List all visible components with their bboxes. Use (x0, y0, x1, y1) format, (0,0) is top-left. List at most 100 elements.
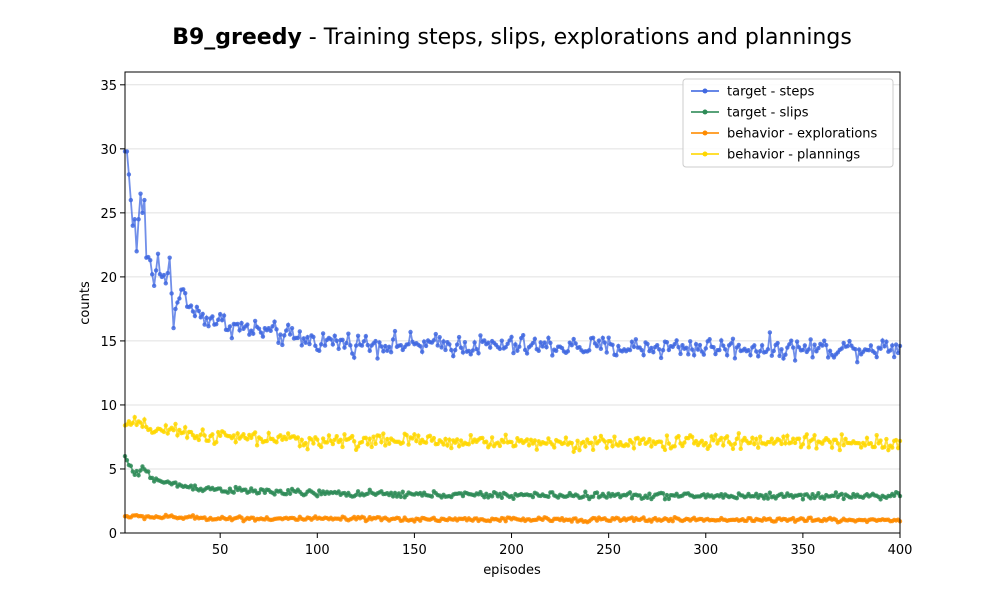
data-point (149, 475, 155, 481)
data-point (466, 348, 471, 354)
data-point (317, 488, 322, 493)
data-point (800, 497, 806, 502)
data-point (719, 338, 724, 343)
data-point (573, 341, 578, 346)
data-point (891, 354, 897, 360)
data-point (503, 432, 508, 437)
data-point (790, 436, 796, 441)
data-point (827, 348, 833, 354)
data-point (767, 490, 773, 495)
data-point (355, 489, 361, 494)
data-point (703, 440, 708, 446)
data-point (849, 495, 854, 500)
data-point (423, 343, 429, 349)
data-point (866, 347, 872, 353)
data-point (590, 335, 596, 340)
data-point (392, 490, 398, 496)
data-point (194, 433, 200, 439)
data-point (689, 434, 695, 440)
data-point (680, 343, 685, 348)
data-point (598, 433, 604, 439)
data-point (750, 435, 755, 440)
data-point (458, 345, 464, 350)
data-point (790, 345, 796, 350)
data-point (173, 306, 178, 312)
data-point (839, 346, 844, 351)
data-point (375, 356, 380, 361)
data-point (350, 351, 355, 356)
data-point (672, 444, 677, 449)
data-point (334, 433, 339, 439)
data-point (274, 327, 279, 332)
data-point (590, 447, 596, 453)
data-point (874, 354, 879, 360)
data-point (649, 444, 654, 449)
data-point (606, 335, 611, 340)
data-point (616, 491, 621, 497)
legend-label: behavior - explorations (727, 127, 878, 142)
data-point (587, 348, 592, 353)
data-point (868, 441, 874, 446)
data-point (699, 438, 705, 444)
data-point (822, 338, 827, 343)
data-point (146, 469, 151, 474)
data-point (231, 490, 236, 495)
data-point (342, 345, 347, 350)
data-point (662, 447, 668, 453)
data-point (825, 355, 831, 360)
data-point (777, 438, 782, 443)
x-tick-label: 400 (888, 543, 913, 558)
data-point (769, 353, 774, 358)
data-point (245, 322, 250, 327)
series-line (125, 150, 901, 363)
data-point (730, 446, 736, 452)
data-point (526, 443, 532, 448)
data-point (385, 436, 390, 442)
data-point (363, 435, 369, 441)
data-point (736, 431, 741, 436)
data-point (219, 317, 225, 323)
data-point (388, 349, 394, 355)
data-point (148, 426, 153, 432)
data-point (833, 490, 839, 495)
data-point (487, 345, 493, 350)
data-point (192, 313, 198, 319)
data-point (386, 344, 392, 350)
data-point (530, 494, 536, 500)
data-point (153, 268, 159, 273)
data-point (130, 223, 135, 228)
data-point (787, 342, 792, 347)
data-point (350, 433, 355, 439)
data-point (841, 442, 846, 448)
data-point (711, 438, 716, 443)
data-point (752, 441, 757, 447)
data-point (171, 427, 176, 433)
data-point (789, 440, 794, 445)
data-point (443, 347, 448, 353)
data-point (524, 351, 530, 356)
data-point (396, 491, 402, 496)
data-point (254, 443, 260, 448)
data-point (188, 303, 194, 308)
data-point (596, 338, 602, 343)
data-point (839, 432, 844, 437)
data-point (808, 337, 813, 342)
data-point (499, 495, 505, 500)
x-tick-label: 150 (402, 543, 427, 558)
data-point (767, 439, 773, 445)
data-point (616, 343, 621, 349)
data-point (602, 340, 607, 345)
data-point (142, 197, 147, 203)
data-point (664, 340, 670, 345)
data-point (184, 435, 190, 440)
data-point (565, 349, 571, 354)
data-point (610, 443, 615, 449)
data-point (864, 435, 870, 441)
data-point (746, 347, 751, 353)
data-point (149, 272, 155, 277)
series-3 (122, 414, 903, 455)
data-point (800, 442, 806, 447)
data-point (775, 340, 780, 346)
data-point (756, 445, 761, 450)
data-point (759, 343, 765, 348)
